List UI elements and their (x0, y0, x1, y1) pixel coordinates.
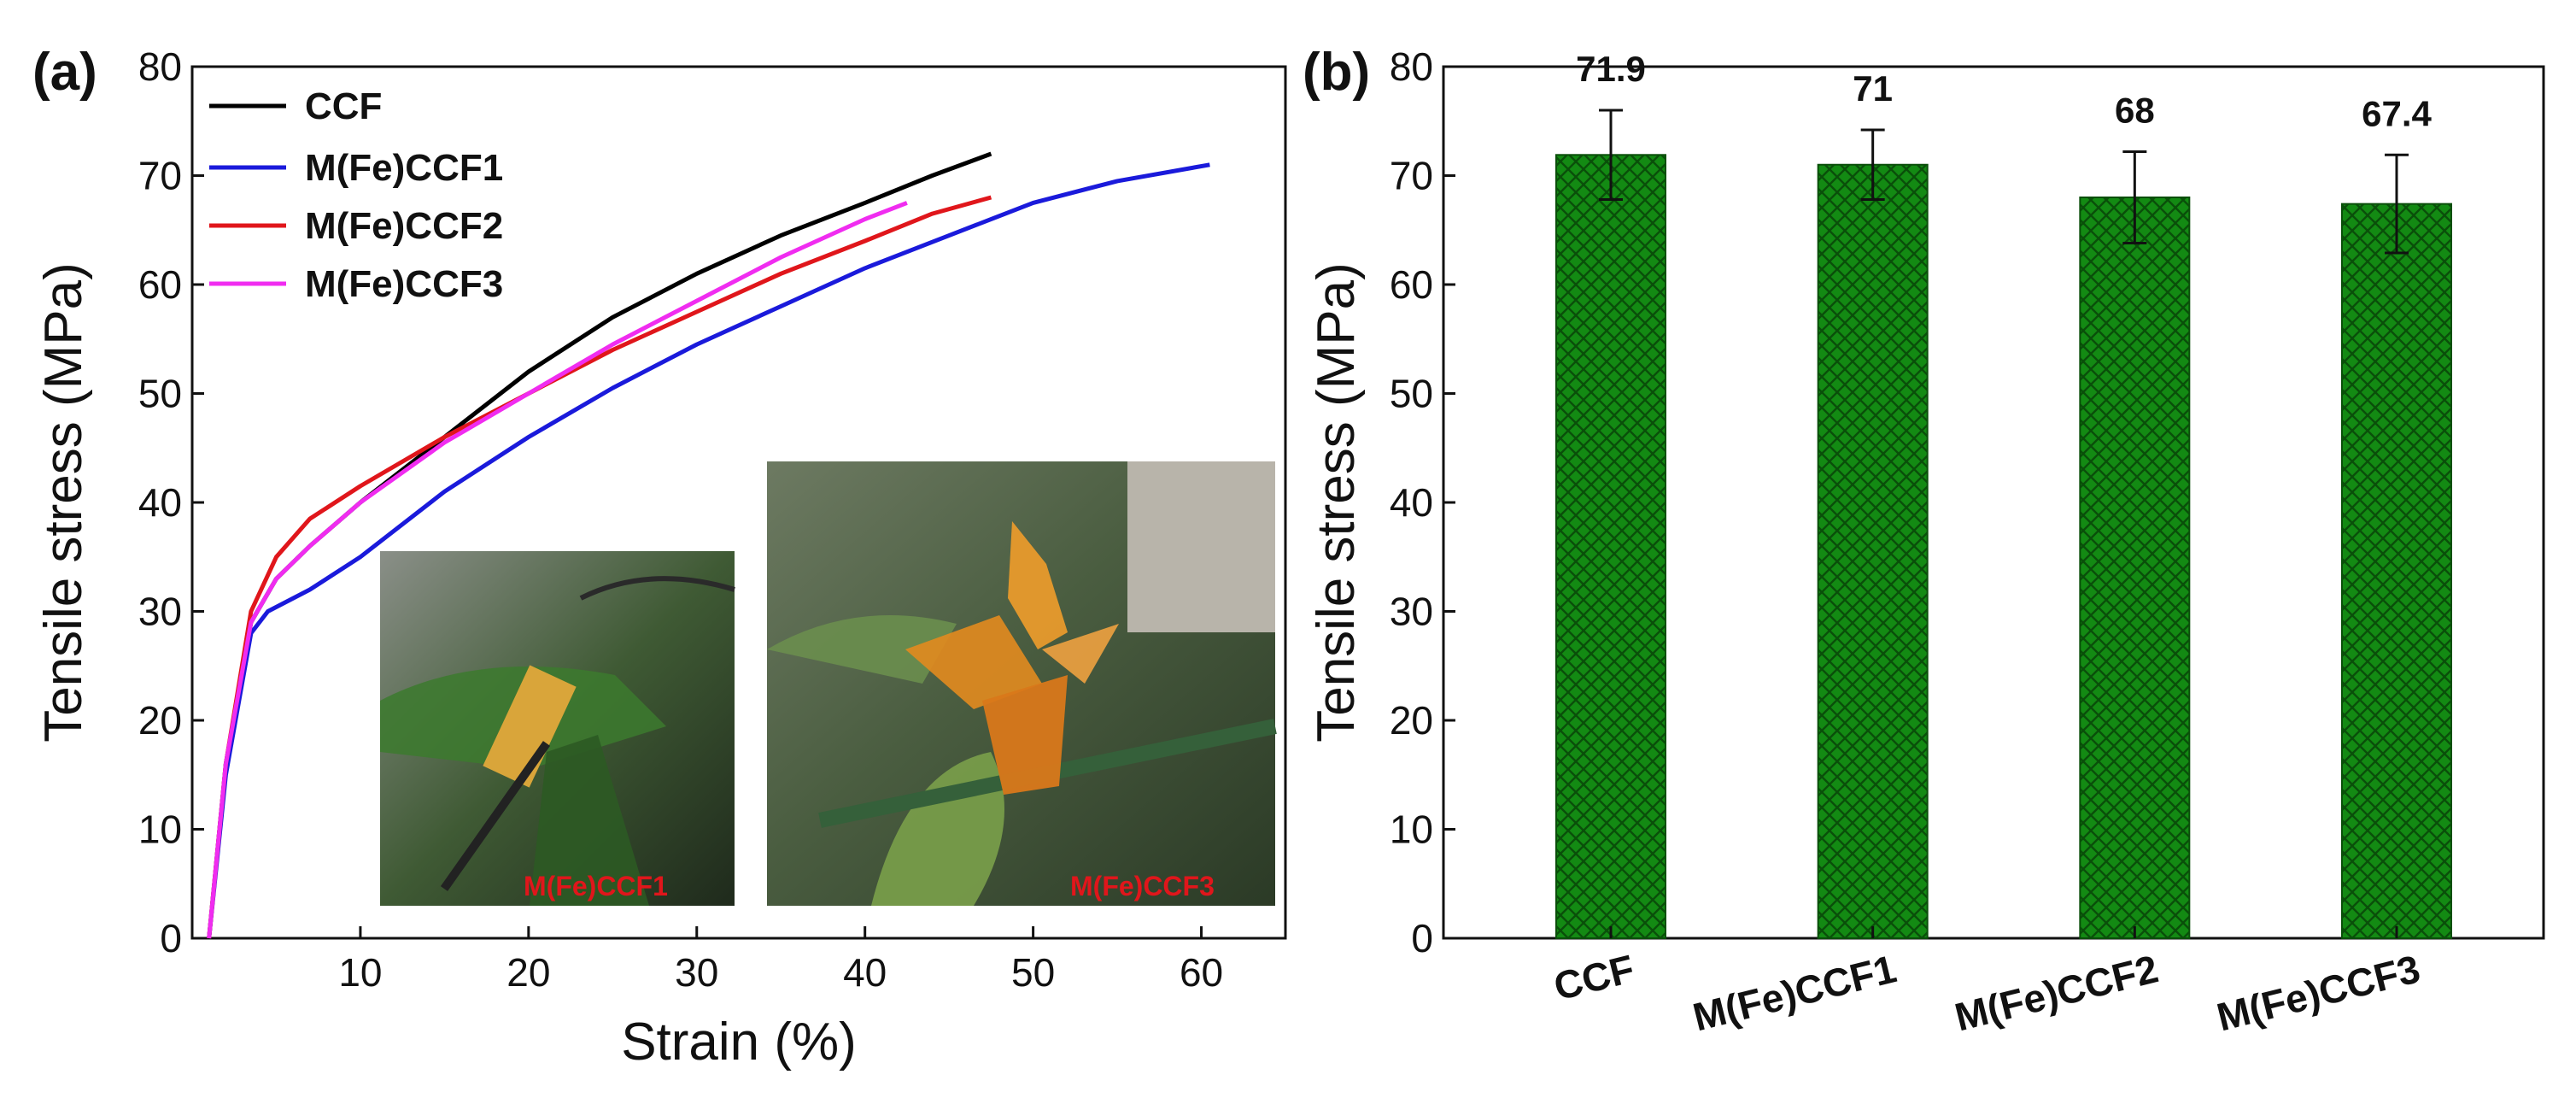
y-tick-label: 50 (138, 372, 182, 416)
data-label-m-fe-ccf2: 68 (2115, 90, 2155, 130)
x-tick-label: 30 (675, 950, 718, 995)
y-tick-label: 50 (1390, 372, 1433, 416)
legend: CCF M(Fe)CCF1 M(Fe)CCF2 M(Fe)CCF3 (209, 85, 503, 305)
y-tick-label: 0 (160, 916, 182, 960)
y-tick-label: 30 (1390, 590, 1433, 634)
x-tick-label: 50 (1011, 950, 1055, 995)
series-line-m-fe-ccf3 (207, 201, 908, 939)
series-lines (207, 151, 1210, 939)
y-tick-label: 10 (138, 807, 182, 852)
y-axis-title: Tensile stress (MPa) (34, 262, 93, 743)
series-line-m-fe-ccf1 (207, 162, 1210, 939)
data-label-ccf: 71.9 (1576, 49, 1646, 89)
x-axis: 10 20 30 40 50 60 (338, 926, 1223, 995)
y-tick-label: 0 (1411, 916, 1433, 960)
y-tick-label: 30 (138, 590, 182, 634)
y-tick-label: 80 (1390, 44, 1433, 89)
inset-photo-1: M(Fe)CCF1 (380, 551, 735, 906)
y-tick-label: 20 (1390, 698, 1433, 743)
category-label-m-fe-ccf3: M(Fe)CCF3 (2212, 946, 2424, 1039)
y-tick-label: 60 (138, 262, 182, 307)
x-axis-title: Strain (%) (621, 1013, 857, 1072)
y-tick-label: 70 (138, 154, 182, 198)
data-label-m-fe-ccf3: 67.4 (2362, 93, 2432, 133)
bar-m-fe-ccf3 (2341, 203, 2452, 939)
series-line-m-fe-ccf2 (207, 195, 992, 939)
y-tick-label: 70 (1390, 154, 1433, 198)
bar-m-fe-ccf2 (2079, 197, 2191, 939)
x-tick-label: 60 (1180, 950, 1223, 995)
category-label-m-fe-ccf2: M(Fe)CCF2 (1951, 946, 2163, 1039)
y-tick-label: 40 (138, 480, 182, 525)
y-tick-label: 40 (1390, 480, 1433, 525)
x-tick-label: 10 (338, 950, 382, 995)
legend-label-mfeccf2: M(Fe)CCF2 (305, 205, 503, 247)
y-tick-label: 10 (1390, 807, 1433, 852)
panel-a-label: (a) (32, 43, 97, 102)
x-tick-label: 40 (843, 950, 887, 995)
line-chart: 0 10 20 30 40 50 60 70 80 10 20 30 40 50 60 M(Fe)CCF1… (34, 44, 1287, 1072)
y-tick-label: 80 (138, 44, 182, 89)
data-label-m-fe-ccf1: 71 (1853, 68, 1893, 109)
y-axis-title-b: Tensile stress (MPa) (1307, 262, 1366, 743)
bar-ccf (1555, 154, 1666, 939)
y-axis: 0 10 20 30 40 50 60 70 80 (138, 44, 204, 960)
category-label-ccf: CCF (1549, 946, 1638, 1008)
panel-b-label: (b) (1303, 43, 1370, 102)
category-labels: CCF M(Fe)CCF1 M(Fe)CCF2 M(Fe)CCF3 (1549, 926, 2424, 1039)
bars: 71.9 71 68 67.4 (1555, 49, 2452, 939)
inset-label-1: M(Fe)CCF1 (524, 871, 668, 901)
inset-label-2: M(Fe)CCF3 (1070, 871, 1215, 901)
bar-chart: 0 10 20 30 40 50 60 70 80 71.9 71 68 67.4 CCF M(Fe)C… (1307, 44, 2545, 1039)
inset-photo-2: M(Fe)CCF3 (767, 461, 1277, 906)
category-label-m-fe-ccf1: M(Fe)CCF1 (1689, 946, 1900, 1039)
bar-m-fe-ccf1 (1817, 163, 1929, 939)
legend-label-ccf: CCF (305, 85, 382, 127)
x-tick-label: 20 (506, 950, 550, 995)
legend-label-mfeccf1: M(Fe)CCF1 (305, 147, 503, 189)
y-tick-label: 60 (1390, 262, 1433, 307)
legend-label-mfeccf3: M(Fe)CCF3 (305, 263, 503, 305)
y-axis-b: 0 10 20 30 40 50 60 70 80 (1390, 44, 1455, 960)
y-tick-label: 20 (138, 698, 182, 743)
